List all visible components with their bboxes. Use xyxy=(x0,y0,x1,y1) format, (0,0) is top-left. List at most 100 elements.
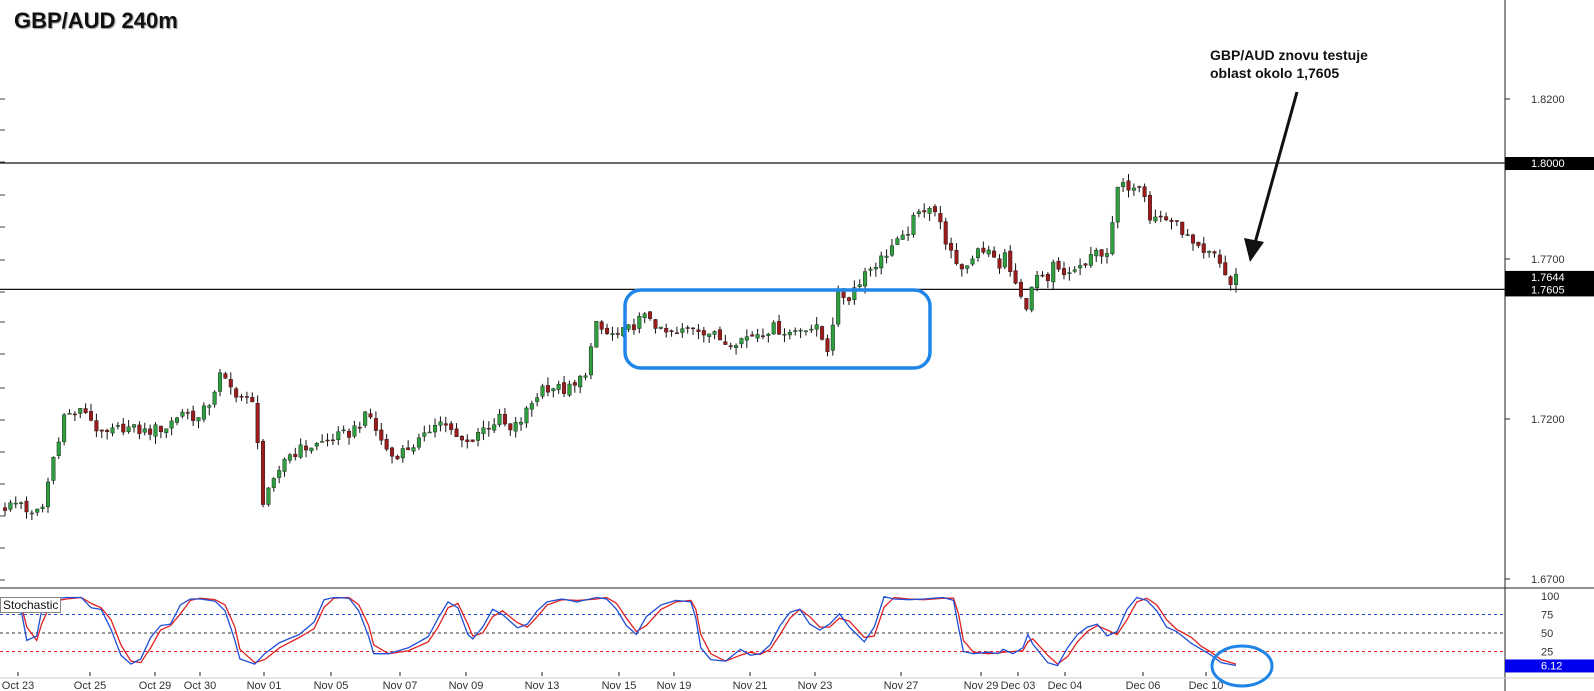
candle-body xyxy=(599,321,604,330)
candle xyxy=(1158,210,1163,223)
candle-body xyxy=(605,327,610,334)
candle xyxy=(594,321,599,348)
price-tick-label: 1.6700 xyxy=(1531,574,1565,586)
candle-body xyxy=(519,422,524,425)
candle xyxy=(916,208,921,218)
candle-body xyxy=(868,268,873,271)
candle xyxy=(1024,298,1029,312)
candle-body xyxy=(1018,281,1023,297)
candle xyxy=(341,425,346,434)
candle-body xyxy=(486,428,491,430)
candle-body xyxy=(809,328,814,331)
candle-body xyxy=(863,271,868,287)
candle-body xyxy=(787,332,792,336)
candle-body xyxy=(19,502,24,504)
candle-body xyxy=(734,345,739,348)
candle xyxy=(373,411,378,436)
candle-body xyxy=(1131,187,1136,191)
x-tick-label: Oct 23 xyxy=(2,680,34,691)
candle-body xyxy=(1078,265,1083,269)
candle xyxy=(175,416,180,426)
candle xyxy=(126,419,131,434)
candle-body xyxy=(218,372,223,392)
candle xyxy=(212,390,217,408)
candle xyxy=(1217,249,1222,268)
candle xyxy=(422,425,427,442)
candle-body xyxy=(1185,234,1190,236)
candle-body xyxy=(115,425,120,427)
candle xyxy=(508,423,513,436)
candle xyxy=(610,326,615,341)
candle xyxy=(1196,241,1201,249)
x-tick-label: Nov 27 xyxy=(884,680,919,691)
candle xyxy=(927,206,932,221)
candle xyxy=(1040,271,1045,278)
candle-body xyxy=(820,326,825,340)
candle xyxy=(481,420,486,440)
candle xyxy=(750,331,755,337)
stoch-level-label: 50 xyxy=(1541,628,1553,640)
candle-body xyxy=(352,425,357,437)
candle-body xyxy=(1126,180,1131,191)
candle xyxy=(438,416,443,432)
candle-body xyxy=(701,330,706,336)
candle xyxy=(529,400,534,417)
candle xyxy=(728,342,733,350)
candle-body xyxy=(228,379,233,388)
candle-body xyxy=(959,264,964,270)
candle-body xyxy=(943,221,948,245)
candle xyxy=(3,502,7,516)
candle-body xyxy=(196,417,201,422)
annotation-arrow-shaft xyxy=(1253,91,1299,244)
candle xyxy=(959,263,964,277)
candle-body xyxy=(986,249,991,255)
candle-body xyxy=(992,250,997,258)
candle xyxy=(492,418,497,433)
candle xyxy=(787,329,792,340)
candle-body xyxy=(207,405,212,408)
x-tick-label: Oct 29 xyxy=(139,680,171,691)
candle xyxy=(723,334,728,346)
stoch-level-label: 100 xyxy=(1541,591,1559,603)
candle-body xyxy=(255,402,260,444)
candle xyxy=(433,418,438,438)
x-tick-label: Dec 06 xyxy=(1126,680,1161,691)
candle-body xyxy=(513,422,518,432)
candle-body xyxy=(8,502,13,510)
candle xyxy=(1201,236,1206,259)
candle xyxy=(40,503,45,513)
candle xyxy=(572,379,577,393)
candle-body xyxy=(637,316,642,329)
candle xyxy=(846,296,851,306)
candle-body xyxy=(336,431,341,440)
candle xyxy=(228,372,233,395)
candle-body xyxy=(433,425,438,433)
candle xyxy=(115,422,120,430)
candle xyxy=(975,247,980,262)
x-tick-label: Oct 30 xyxy=(184,680,216,691)
stochastic-label: Stochastic xyxy=(0,597,62,613)
stoch-signal-line xyxy=(2,596,1237,665)
candle-body xyxy=(680,328,685,333)
candle-body xyxy=(368,413,373,418)
candle xyxy=(282,457,287,477)
candle xyxy=(992,246,997,259)
candle-body xyxy=(67,413,72,415)
candle-body xyxy=(1035,274,1040,288)
candle xyxy=(1212,250,1217,258)
candle-body xyxy=(578,375,583,388)
candle-body xyxy=(1212,251,1217,254)
candle xyxy=(1061,261,1066,280)
candle-body xyxy=(975,248,980,258)
candle xyxy=(605,323,610,336)
level-tag-1.8000 xyxy=(1505,157,1594,170)
x-tick-label: Nov 05 xyxy=(314,680,349,691)
candle xyxy=(454,423,459,438)
candle xyxy=(1126,173,1131,198)
candle-body xyxy=(277,470,282,478)
candle xyxy=(164,428,169,439)
candle xyxy=(29,510,34,520)
candle xyxy=(691,327,696,335)
candle xyxy=(406,440,411,451)
candle xyxy=(476,428,481,447)
